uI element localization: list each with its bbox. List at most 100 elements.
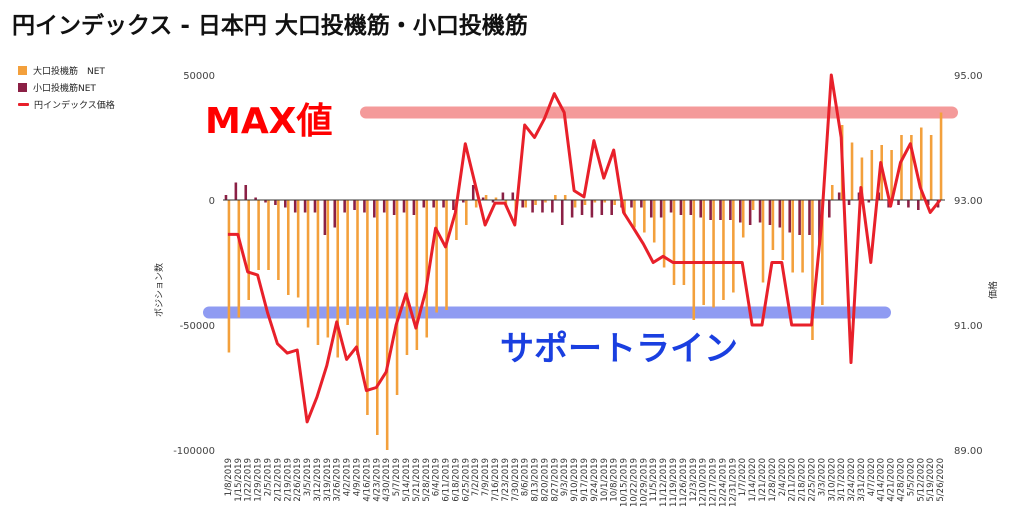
bar-large (326, 200, 330, 338)
bar-large (474, 200, 478, 208)
legend-item-large-speculators: 大口投機筋 NET (18, 62, 115, 79)
y2-tick-label: 89.00 (954, 446, 983, 457)
x-tick-label: 2/19/2019 (283, 458, 293, 502)
bar-small (284, 200, 287, 208)
x-tick-label: 1/22/2019 (244, 458, 254, 502)
bar-small (343, 200, 346, 213)
bar-small (224, 195, 228, 200)
bar-small (402, 200, 406, 213)
bar-small (610, 200, 613, 215)
bar-large (702, 200, 705, 305)
bar-small (432, 200, 435, 208)
x-tick-label: 3/12/2019 (313, 458, 323, 502)
bar-small (709, 200, 712, 220)
x-tick-label: 5/5/2020 (906, 458, 916, 496)
bar-small (462, 200, 465, 203)
bar-small (491, 200, 495, 203)
bar-small (501, 192, 505, 200)
bar-large (445, 200, 448, 310)
bar-small (452, 200, 455, 210)
bar-small (758, 200, 762, 223)
legend-label-yen-index: 円インデックス価格 (34, 101, 115, 111)
bar-large (890, 150, 893, 200)
x-tick-label: 12/24/2019 (718, 458, 728, 507)
bar-large (682, 200, 686, 285)
bar-large (237, 200, 241, 318)
bar-large (227, 200, 231, 353)
bar-large (801, 200, 804, 273)
bar-small (818, 200, 821, 245)
bar-small (442, 200, 445, 208)
bar-small (373, 200, 376, 218)
x-tick-label: 1/14/2020 (748, 458, 758, 502)
bar-small (254, 197, 257, 200)
bar-large (544, 200, 547, 203)
legend-swatch-large (18, 66, 27, 75)
bar-large (613, 200, 616, 205)
x-tick-label: 1/29/2019 (254, 458, 264, 502)
bar-small (541, 200, 544, 213)
bar-large (919, 127, 923, 200)
bar-small (521, 200, 524, 208)
bar-large (603, 200, 607, 203)
bar-small (699, 200, 702, 218)
bar-small (353, 200, 356, 210)
bar-small (768, 200, 772, 225)
bar-large (346, 200, 349, 325)
bar-small (570, 200, 574, 218)
x-tick-label: 6/25/2019 (461, 458, 471, 502)
bar-small (293, 200, 297, 213)
legend-label-large: 大口投機筋 NET (33, 67, 105, 77)
bar-small (827, 200, 831, 218)
bar-small (897, 200, 900, 205)
x-tick-label: 7/16/2019 (491, 458, 501, 502)
bar-large (623, 200, 626, 215)
bar-small (659, 200, 663, 218)
bar-large (405, 200, 409, 355)
x-tick-label: 2/12/2019 (273, 458, 283, 502)
x-tick-label: 5/14/2019 (402, 458, 412, 502)
x-tick-label: 10/15/2019 (620, 458, 630, 507)
bar-large (376, 200, 379, 435)
bar-small (551, 200, 554, 213)
bar-large (296, 200, 300, 298)
bar-large (692, 200, 696, 320)
x-tick-label: 6/18/2019 (451, 458, 461, 502)
bar-large (652, 200, 656, 243)
bar-small (917, 200, 920, 210)
bar-small (689, 200, 693, 215)
x-tick-label: 7/23/2019 (501, 458, 511, 502)
bar-large (929, 135, 933, 200)
bar-large (771, 200, 775, 250)
bar-large (395, 200, 399, 395)
x-tick-label: 11/12/2019 (659, 458, 669, 507)
bar-large (662, 200, 666, 268)
x-tick-label: 1/28/2020 (768, 458, 778, 502)
bar-large (850, 142, 854, 200)
x-tick-label: 3/19/2019 (323, 458, 333, 502)
y2-tick-label: 91.00 (954, 321, 983, 332)
x-tick-label: 1/21/2020 (758, 458, 768, 502)
x-tick-label: 8/6/2019 (521, 458, 531, 496)
x-tick-label: 5/26/2020 (936, 458, 946, 502)
bar-large (257, 200, 260, 270)
x-tick-label: 1/7/2020 (738, 458, 748, 496)
bar-large (910, 135, 913, 200)
bar-large (524, 200, 527, 208)
bar-large (494, 197, 498, 200)
bar-large (643, 200, 646, 233)
bar-large (712, 200, 715, 308)
x-tick-label: 10/22/2019 (629, 458, 639, 507)
bar-small (649, 200, 653, 218)
x-tick-label: 9/24/2019 (590, 458, 600, 502)
bar-large (781, 200, 785, 260)
x-tick-label: 9/17/2019 (580, 458, 590, 502)
x-tick-label: 3/24/2020 (847, 458, 857, 502)
x-tick-label: 6/11/2019 (442, 458, 452, 502)
bar-small (244, 185, 248, 200)
y-tick-label: 0 (209, 196, 215, 207)
x-tick-label: 7/2/2019 (471, 458, 481, 496)
x-tick-label: 3/3/2020 (817, 458, 827, 496)
x-tick-label: 4/14/2020 (877, 458, 887, 502)
